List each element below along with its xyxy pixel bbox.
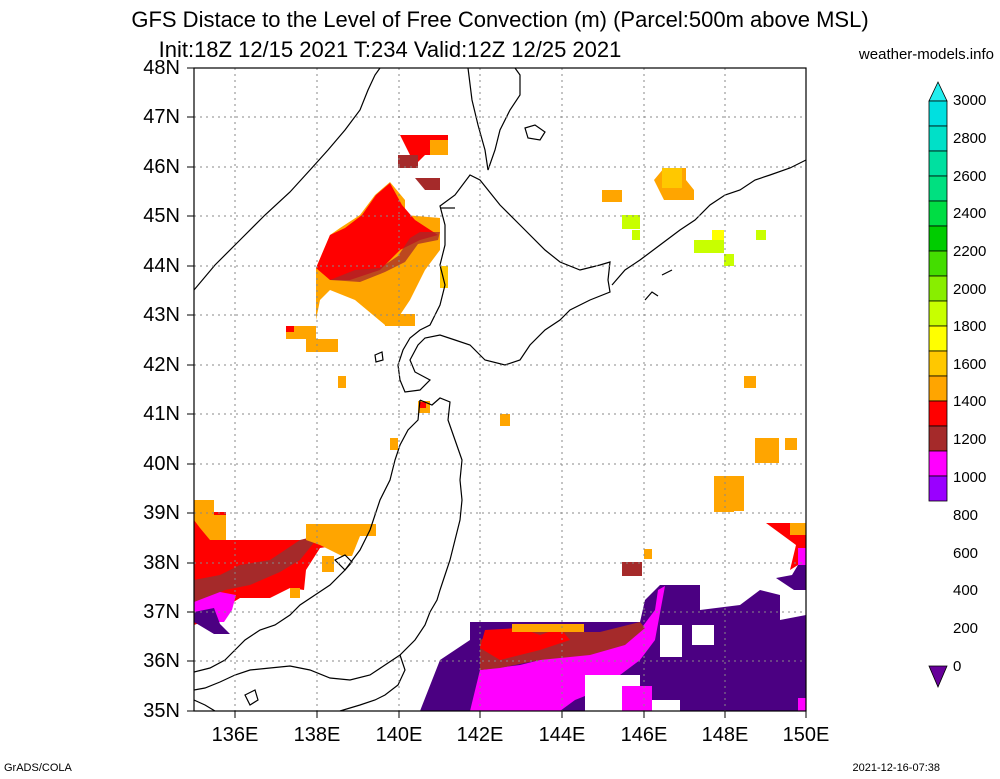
lat-label: 42N (143, 354, 180, 376)
lon-label: 146E (620, 724, 668, 746)
lat-label: 47N (143, 106, 180, 128)
colorbar-label: 1800 (953, 318, 987, 335)
lon-label: 140E (375, 724, 423, 746)
colorbar-label: 2600 (953, 168, 987, 185)
coast-sakhalin (467, 68, 521, 171)
colorbar-label: 2000 (953, 281, 987, 298)
colorbar-top-arrow (928, 81, 948, 102)
colorbar-label: 2800 (953, 130, 987, 147)
colorbar-label: 800 (953, 507, 979, 524)
field-orange-south (512, 624, 584, 632)
lon-label: 148E (701, 724, 749, 746)
timestamp: 2021-12-16-07:38 (852, 762, 940, 774)
chart-subtitle: Init:18Z 12/15 2021 T:234 Valid:12Z 12/2… (158, 37, 622, 62)
lat-label: 48N (143, 57, 180, 79)
lat-label: 41N (143, 403, 180, 425)
lat-label: 36N (143, 650, 180, 672)
gridlines (194, 68, 806, 711)
lat-label: 43N (143, 304, 180, 326)
colorbar-label: 1000 (953, 469, 987, 486)
colorbar-label: 200 (953, 620, 979, 637)
coast-tokyo (339, 654, 406, 711)
colorbar-label: 1600 (953, 356, 987, 373)
lat-label: 37N (143, 601, 180, 623)
lon-label: 144E (538, 724, 586, 746)
lat-label: 44N (143, 255, 180, 277)
colorbar-label: 0 (953, 658, 962, 675)
colorbar-label: 1400 (953, 393, 987, 410)
lat-label: 38N (143, 552, 180, 574)
coast-asia (194, 68, 381, 291)
lon-label: 142E (456, 724, 504, 746)
field-magenta-south (470, 586, 665, 711)
lon-label: 136E (211, 724, 259, 746)
colorbar-label: 2200 (953, 243, 987, 260)
site-credit: weather-models.info (858, 46, 994, 63)
lat-label: 45N (143, 205, 180, 227)
colorbar-label: 400 (953, 582, 979, 599)
axis-ticks (187, 67, 807, 718)
field-west-brown (194, 535, 320, 602)
lat-label: 46N (143, 156, 180, 178)
coast-sado (333, 554, 353, 571)
lfc-field (194, 135, 806, 711)
software-credit: GrADS/COLA (4, 762, 72, 774)
chart-title: GFS Distace to the Level of Free Convect… (131, 7, 869, 32)
colorbar-label: 2400 (953, 205, 987, 222)
colorbar-label: 600 (953, 545, 979, 562)
colorbar-bottom-arrow (928, 665, 948, 689)
lon-label: 138E (293, 724, 341, 746)
colorbar (928, 81, 948, 689)
field-red-south (480, 628, 570, 660)
coast-kurils (611, 159, 806, 286)
lat-label: 39N (143, 502, 180, 524)
colorbar-label: 3000 (953, 92, 987, 109)
lon-label: 150E (782, 724, 830, 746)
map-frame (193, 67, 807, 712)
colorbar-label: 1200 (953, 431, 987, 448)
coast-hokkaido (397, 174, 611, 393)
lat-label: 40N (143, 453, 180, 475)
lat-label: 35N (143, 700, 180, 722)
